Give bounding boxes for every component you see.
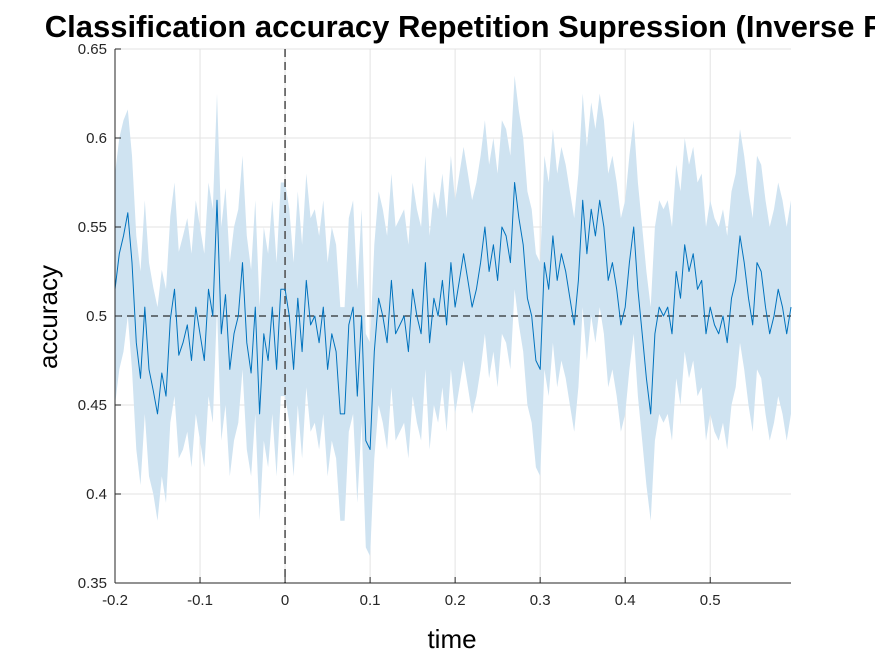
accuracy-line	[114, 182, 792, 450]
x-tick-label: 0.4	[615, 592, 636, 609]
y-tick-label: 0.4	[86, 486, 107, 503]
y-tick-labels: 0.35 0.4 0.45 0.5 0.55 0.6 0.65	[78, 41, 107, 592]
y-axis-label: accuracy	[33, 265, 63, 369]
y-tick-label: 0.5	[86, 308, 107, 325]
x-tick-label: -0.2	[102, 592, 128, 609]
y-tick-label: 0.35	[78, 575, 107, 592]
x-tick-label: 0.1	[360, 592, 381, 609]
x-tick-label: 0.2	[445, 592, 466, 609]
reference-lines	[115, 49, 791, 583]
y-tick-label: 0.6	[86, 130, 107, 147]
x-tick-labels: -0.2 -0.1 0 0.1 0.2 0.3 0.4 0.5	[102, 592, 721, 609]
chart-title: Classification accuracy Repetition Supre…	[45, 9, 875, 44]
x-tick-label: -0.1	[187, 592, 213, 609]
y-tick-label: 0.45	[78, 397, 107, 414]
axes-frame	[114, 48, 791, 584]
y-tick-label: 0.55	[78, 219, 107, 236]
series-line-group	[114, 182, 792, 450]
x-tick-label: 0.5	[700, 592, 721, 609]
y-tick-label: 0.65	[78, 41, 107, 58]
x-tick-label: 0.3	[530, 592, 551, 609]
x-axis-label: time	[427, 624, 476, 654]
x-tick-label: 0	[281, 592, 289, 609]
